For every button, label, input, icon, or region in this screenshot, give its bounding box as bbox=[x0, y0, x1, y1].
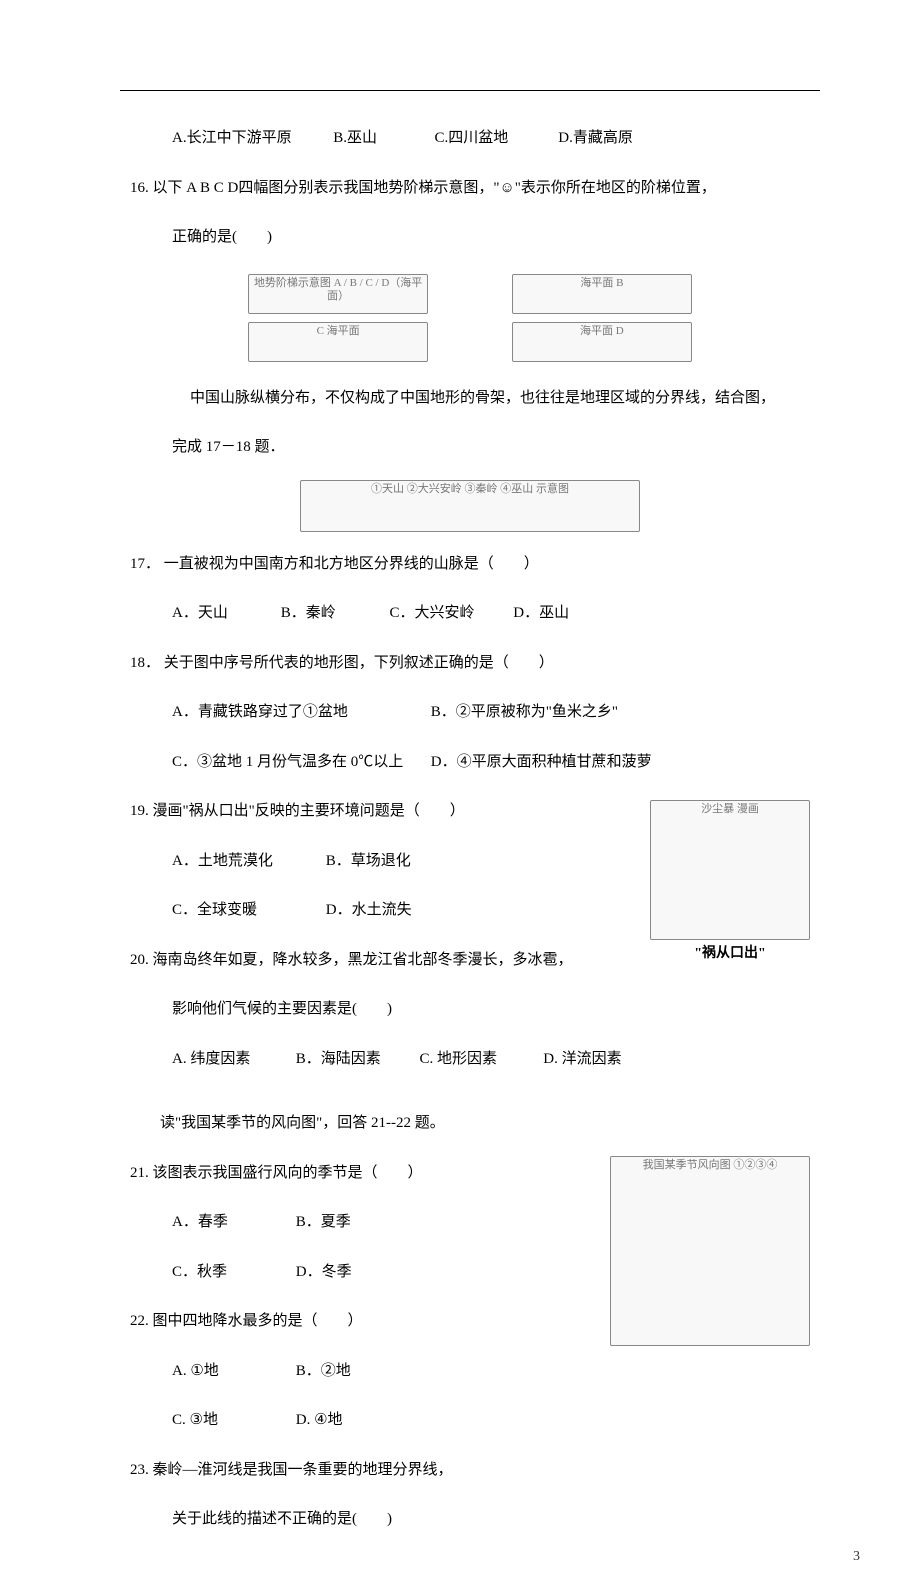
q21-opt-a: A．春季 bbox=[172, 1205, 292, 1240]
q18-opt-b: B．②平原被称为"鱼米之乡" bbox=[431, 695, 618, 730]
q15-options: A.长江中下游平原 B.巫山 C.四川盆地 D.青藏高原 bbox=[130, 121, 810, 156]
passage1-line1: 中国山脉纵横分布，不仅构成了中国地形的骨架，也往往是地理区域的分界线，结合图， bbox=[130, 381, 810, 416]
cartoon-caption: "祸从口出" bbox=[650, 944, 810, 964]
q20-opt-b: B．海陆因素 bbox=[296, 1042, 416, 1077]
top-rule bbox=[120, 90, 820, 91]
q15-opt-b: B.巫山 bbox=[333, 121, 431, 156]
page-number: 3 bbox=[853, 1541, 860, 1573]
q21-opt-c: C．秋季 bbox=[172, 1255, 292, 1290]
q19-opt-d: D．水土流失 bbox=[326, 893, 412, 928]
q17-opt-c: C．大兴安岭 bbox=[390, 596, 510, 631]
passage2: 读"我国某季节的风向图"，回答 21--22 题。 bbox=[130, 1106, 810, 1141]
cartoon-figure: 沙尘暴 漫画 "祸从口出" bbox=[650, 800, 810, 964]
q19-number: 19. bbox=[130, 803, 149, 819]
q19-opt-a: A．土地荒漠化 bbox=[172, 844, 322, 879]
q16-line1: 16. 以下 A B C D四幅图分别表示我国地势阶梯示意图，"☺"表示你所在地… bbox=[130, 171, 810, 206]
q15-opt-a: A.长江中下游平原 bbox=[172, 121, 330, 156]
staircase-diagram-a-icon: 地势阶梯示意图 A / B / C / D（海平面） bbox=[248, 274, 428, 314]
q23-stem1: 秦岭—淮河线是我国一条重要的地理分界线， bbox=[153, 1462, 453, 1478]
staircase-diagram-d-icon: 海平面 D bbox=[512, 322, 692, 362]
q22-options-row2: C. ③地 D. ④地 bbox=[130, 1403, 810, 1438]
q18-opt-c: C．③盆地 1 月份气温多在 0℃以上 bbox=[172, 745, 427, 780]
q22-number: 22. bbox=[130, 1313, 149, 1329]
q19-opt-b: B．草场退化 bbox=[326, 844, 411, 879]
q20-options: A. 纬度因素 B．海陆因素 C. 地形因素 D. 洋流因素 bbox=[130, 1042, 810, 1077]
q22-opt-b: B．②地 bbox=[296, 1354, 351, 1389]
q18-stem-text: 关于图中序号所代表的地形图，下列叙述正确的是（ ） bbox=[164, 655, 554, 671]
q17-options: A．天山 B．秦岭 C．大兴安岭 D．巫山 bbox=[130, 596, 810, 631]
q15-opt-c: C.四川盆地 bbox=[435, 121, 555, 156]
sandstorm-cartoon-icon: 沙尘暴 漫画 bbox=[650, 800, 810, 940]
q20-line2: 影响他们气候的主要因素是( ) bbox=[130, 992, 810, 1027]
q18-stem: 18． 关于图中序号所代表的地形图，下列叙述正确的是（ ） bbox=[130, 646, 810, 681]
q21-stem-text: 该图表示我国盛行风向的季节是（ ） bbox=[153, 1165, 423, 1181]
q21-opt-d: D．冬季 bbox=[296, 1255, 352, 1290]
mountain-figure: ①天山 ②大兴安岭 ③秦岭 ④巫山 示意图 bbox=[130, 480, 810, 532]
q16-number: 16. bbox=[130, 180, 149, 196]
q22-opt-c: C. ③地 bbox=[172, 1403, 292, 1438]
q20-opt-a: A. 纬度因素 bbox=[172, 1042, 292, 1077]
q22-opt-a: A. ①地 bbox=[172, 1354, 292, 1389]
q19-opt-c: C．全球变暖 bbox=[172, 893, 322, 928]
q17-stem: 17． 一直被视为中国南方和北方地区分界线的山脉是（ ） bbox=[130, 547, 810, 582]
q17-opt-d: D．巫山 bbox=[513, 596, 569, 631]
q22-stem-text: 图中四地降水最多的是（ ） bbox=[153, 1313, 363, 1329]
q20-opt-c: C. 地形因素 bbox=[420, 1042, 540, 1077]
q18-number: 18． bbox=[130, 655, 160, 671]
q15-opt-d: D.青藏高原 bbox=[558, 121, 633, 156]
q18-opt-a: A．青藏铁路穿过了①盆地 bbox=[172, 695, 427, 730]
staircase-diagram-c-icon: C 海平面 bbox=[248, 322, 428, 362]
q21-number: 21. bbox=[130, 1165, 149, 1181]
q17-opt-a: A．天山 bbox=[172, 596, 277, 631]
q17-number: 17． bbox=[130, 556, 160, 572]
q23-number: 23. bbox=[130, 1462, 149, 1478]
q22-opt-d: D. ④地 bbox=[296, 1403, 343, 1438]
q18-opt-d: D．④平原大面积种植甘蔗和菠萝 bbox=[431, 745, 652, 780]
q18-options-row1: A．青藏铁路穿过了①盆地 B．②平原被称为"鱼米之乡" bbox=[130, 695, 810, 730]
q16-figure: 地势阶梯示意图 A / B / C / D（海平面） 海平面 B C 海平面 海… bbox=[130, 270, 810, 366]
staircase-diagram-b-icon: 海平面 B bbox=[512, 274, 692, 314]
q20-stem1: 海南岛终年如夏，降水较多，黑龙江省北部冬季漫长，多冰雹， bbox=[153, 952, 573, 968]
q21-opt-b: B．夏季 bbox=[296, 1205, 351, 1240]
q17-opt-b: B．秦岭 bbox=[281, 596, 386, 631]
q17-stem-text: 一直被视为中国南方和北方地区分界线的山脉是（ ） bbox=[164, 556, 539, 572]
q16-line2: 正确的是( ) bbox=[130, 220, 810, 255]
q22-options-row1: A. ①地 B．②地 bbox=[130, 1354, 810, 1389]
passage1-line2: 完成 17－18 题． bbox=[130, 430, 810, 465]
wind-map-figure: 我国某季节风向图 ①②③④ bbox=[610, 1156, 810, 1346]
q16-stem1: 以下 A B C D四幅图分别表示我国地势阶梯示意图，"☺"表示你所在地区的阶梯… bbox=[153, 180, 716, 196]
q23-line2: 关于此线的描述不正确的是( ) bbox=[130, 1502, 810, 1537]
q23-line1: 23. 秦岭—淮河线是我国一条重要的地理分界线， bbox=[130, 1453, 810, 1488]
china-wind-map-icon: 我国某季节风向图 ①②③④ bbox=[610, 1156, 810, 1346]
q20-opt-d: D. 洋流因素 bbox=[543, 1042, 621, 1077]
q20-number: 20. bbox=[130, 952, 149, 968]
q16-stem2: 正确的是( ) bbox=[172, 229, 272, 245]
q18-options-row2: C．③盆地 1 月份气温多在 0℃以上 D．④平原大面积种植甘蔗和菠萝 bbox=[130, 745, 810, 780]
q19-stem-text: 漫画"祸从口出"反映的主要环境问题是（ ） bbox=[153, 803, 465, 819]
mountain-strip-icon: ①天山 ②大兴安岭 ③秦岭 ④巫山 示意图 bbox=[300, 480, 640, 532]
